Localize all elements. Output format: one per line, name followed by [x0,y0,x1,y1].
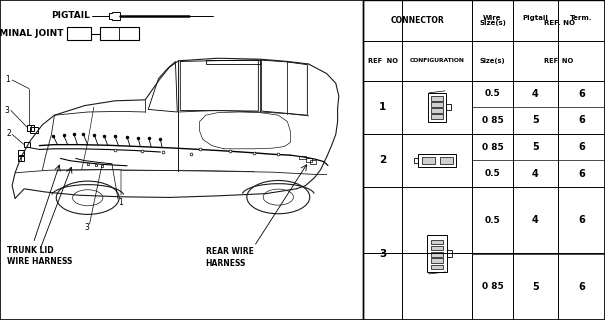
Bar [18,156,24,161]
Bar [431,114,443,119]
Text: 6: 6 [578,89,585,99]
Bar [431,96,443,100]
Bar [431,258,443,263]
Text: 0.5: 0.5 [485,216,500,225]
Text: Size(s): Size(s) [480,58,505,64]
Text: Wire: Wire [483,15,502,21]
Text: 0 85: 0 85 [482,116,503,125]
Text: 1: 1 [5,76,10,84]
Bar [422,156,435,164]
Text: 5: 5 [532,116,539,125]
Bar [431,108,443,113]
Bar [299,156,306,159]
Text: 0.5: 0.5 [485,169,500,178]
Text: 0.5: 0.5 [485,89,500,99]
Text: REAR WIRE
HARNESS: REAR WIRE HARNESS [206,247,253,268]
Text: TRUNK LID
WIRE HARNESS: TRUNK LID WIRE HARNESS [7,246,73,266]
Text: 0 85: 0 85 [482,282,503,291]
Text: 2: 2 [6,129,11,138]
Bar [431,246,443,250]
Bar [427,235,446,272]
Bar [310,160,316,164]
Text: PIGTAIL: PIGTAIL [51,12,90,20]
Text: 6: 6 [578,142,585,152]
Bar [30,127,38,133]
Bar [24,142,30,147]
Text: 4: 4 [532,215,539,225]
Bar [414,158,419,163]
Bar [363,0,605,320]
Bar [67,27,91,40]
Bar [431,102,443,107]
Text: 4: 4 [532,169,539,179]
Text: 6: 6 [578,116,585,125]
Text: 3: 3 [5,106,10,115]
Text: 6: 6 [578,215,585,225]
Text: 3: 3 [379,249,386,259]
Text: Pigtail: Pigtail [523,15,548,21]
Text: 6: 6 [578,282,585,292]
Bar [431,240,443,244]
Text: REF  NO: REF NO [368,58,397,64]
Bar [440,156,453,164]
Bar [431,265,443,269]
Bar [306,158,312,162]
Bar [27,125,34,131]
Text: 2: 2 [379,156,386,165]
Text: 4: 4 [532,89,539,99]
Bar [419,155,456,167]
Bar [206,60,260,64]
Bar [446,104,451,110]
Text: Term.: Term. [570,15,593,21]
Text: 1: 1 [118,198,123,207]
Text: 5: 5 [532,282,539,292]
Text: TERMINAL JOINT: TERMINAL JOINT [0,29,64,38]
Bar [431,252,443,257]
Text: 5: 5 [532,142,539,152]
Text: Size(s): Size(s) [479,20,506,26]
Text: REF. NO: REF. NO [544,58,574,64]
Text: 3: 3 [85,223,90,232]
Text: 0 85: 0 85 [482,143,503,152]
Text: 6: 6 [578,169,585,179]
Bar [100,27,139,40]
Text: CONFIGURATION: CONFIGURATION [410,58,465,63]
Bar [18,150,24,155]
Text: CONNECTOR: CONNECTOR [391,16,444,25]
Text: 1: 1 [379,102,386,112]
Bar [446,250,451,257]
Text: REF. NO: REF. NO [543,20,575,26]
Bar [428,93,446,122]
